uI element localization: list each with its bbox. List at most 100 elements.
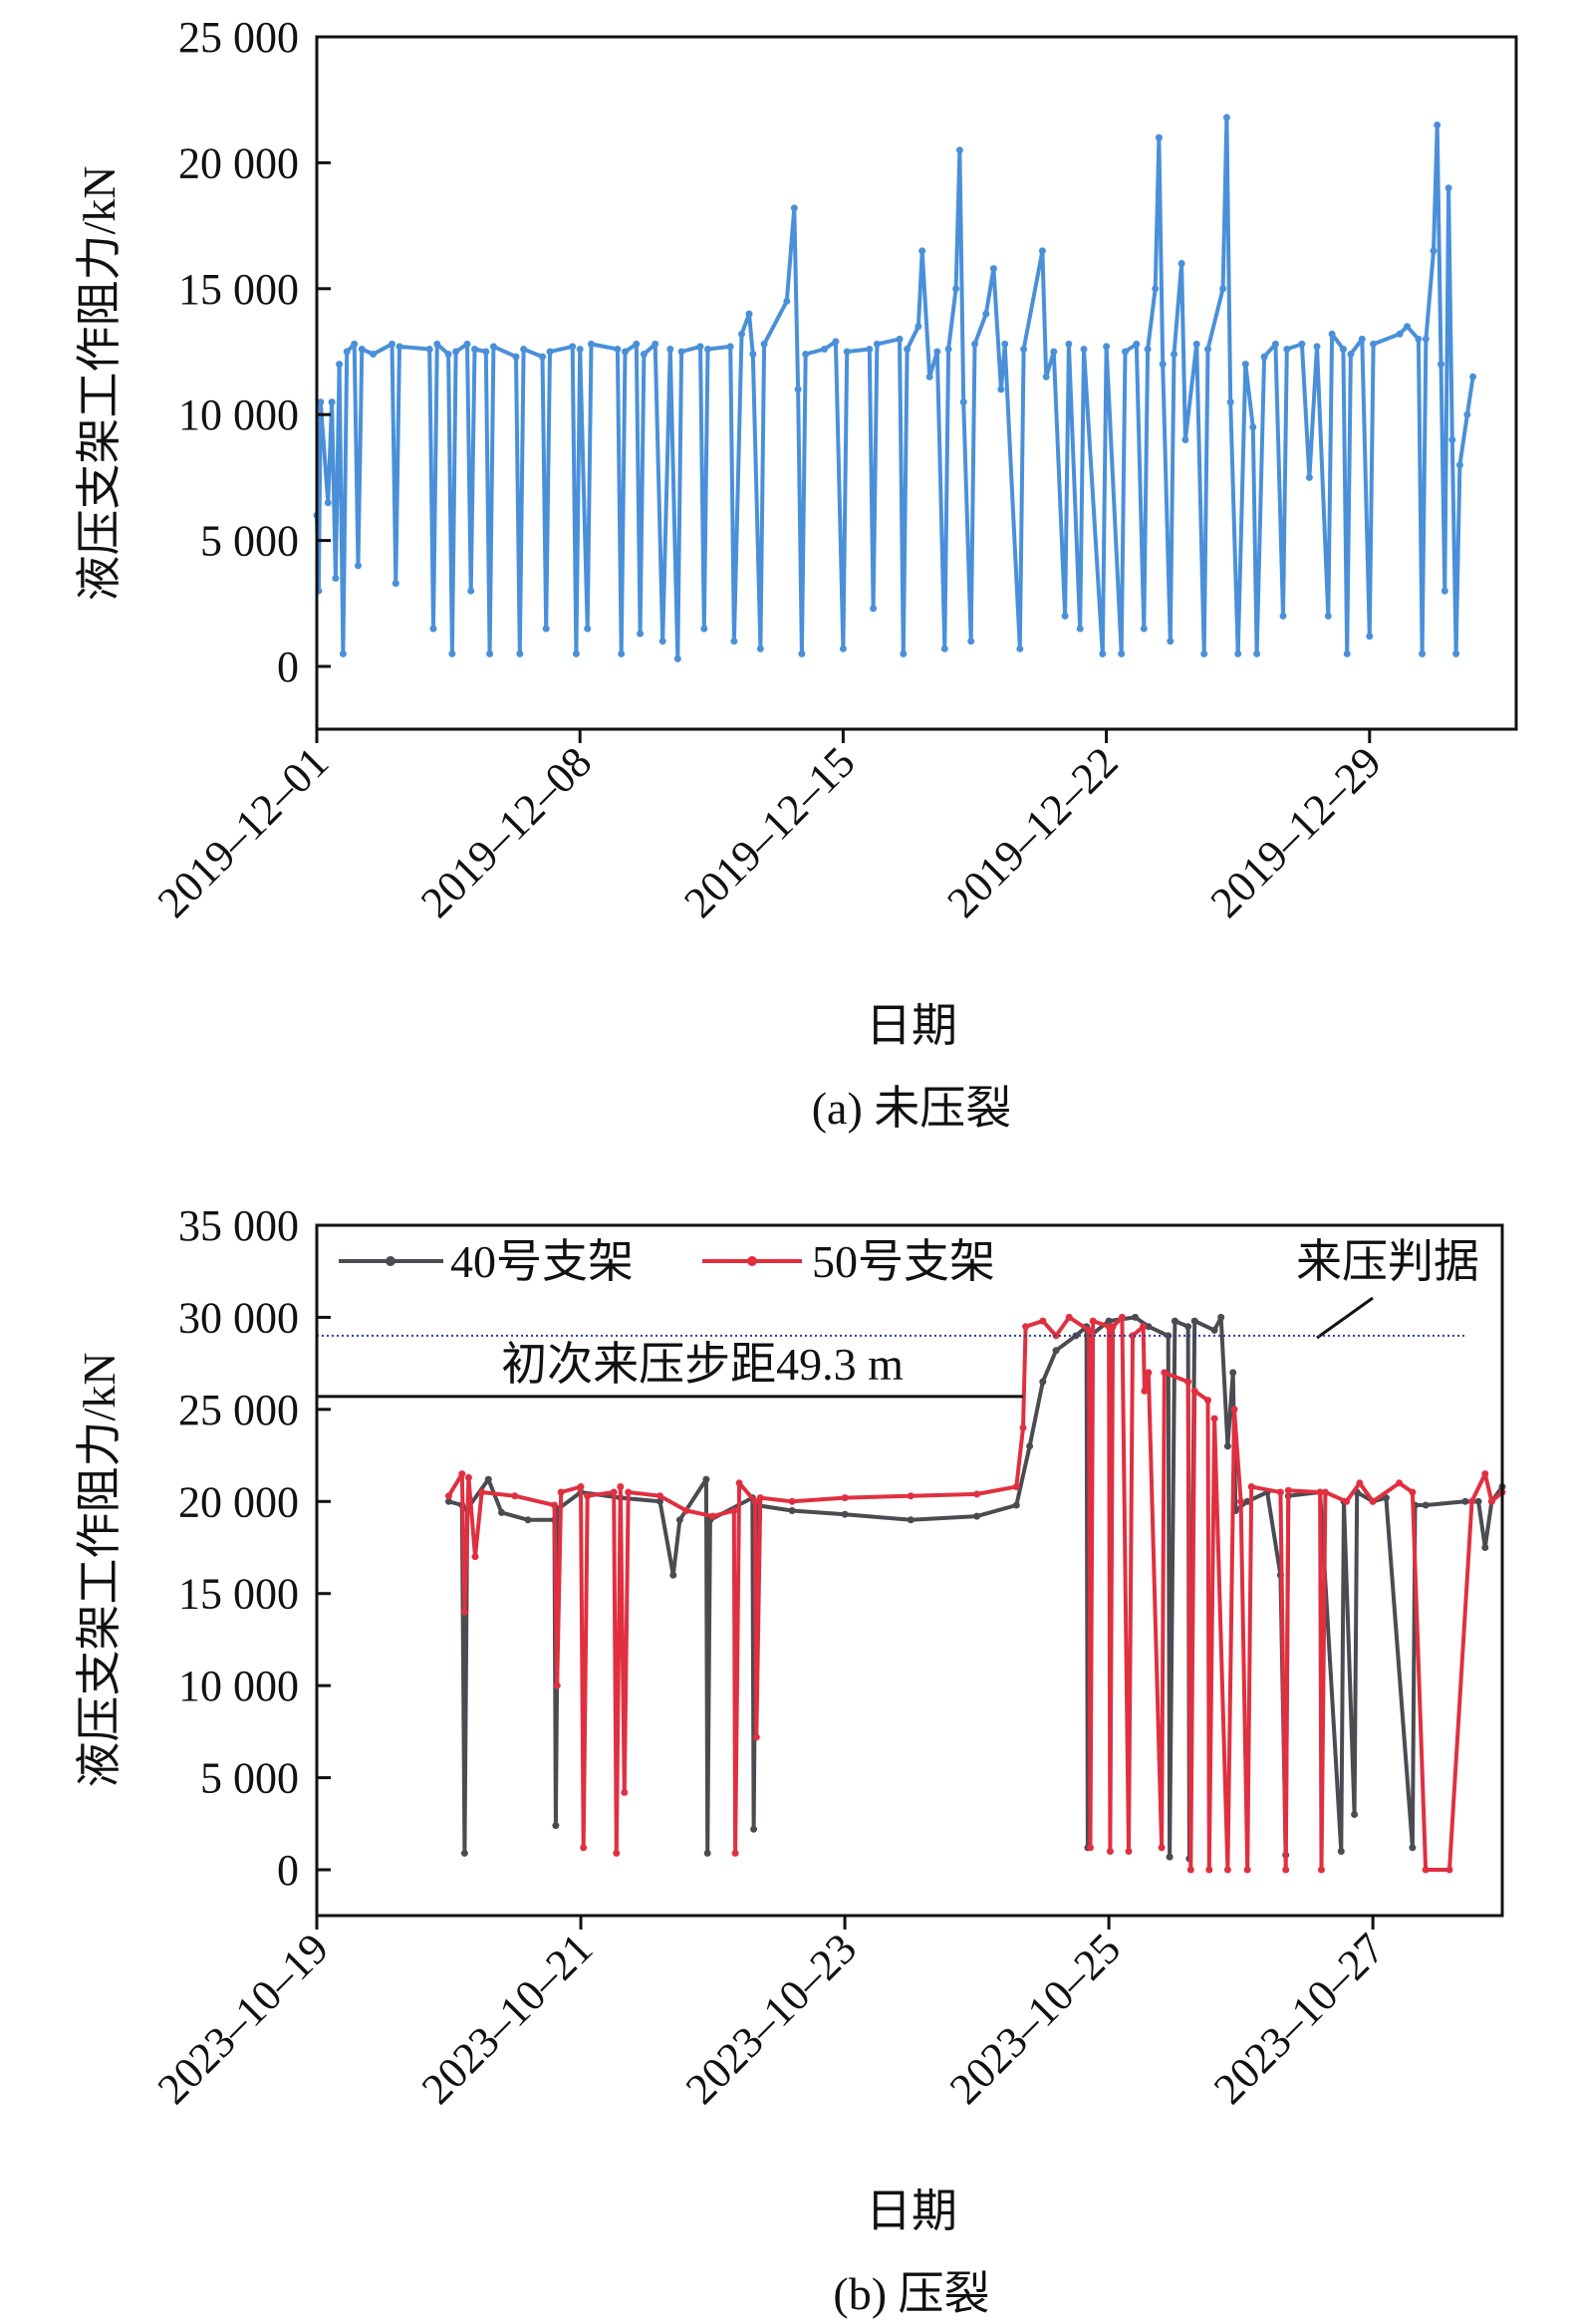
data-point (1166, 1853, 1174, 1861)
data-point (673, 654, 681, 662)
data-point (1396, 1479, 1404, 1487)
data-point (1061, 612, 1069, 620)
data-point (1099, 649, 1107, 657)
data-point (703, 1849, 711, 1857)
y-tick-label: 5 000 (200, 1754, 299, 1803)
chart-b-fractured: 液压支架工作阻力/kN 日期 (b) 压裂 40号支架 50号支架 来压判据 初… (74, 1201, 1506, 2319)
data-point (700, 625, 708, 633)
data-point (658, 638, 666, 646)
data-point (788, 1507, 796, 1514)
data-point (1430, 247, 1438, 255)
data-point (1324, 612, 1332, 620)
data-point (1192, 340, 1200, 348)
data-point (324, 499, 332, 507)
data-point (802, 351, 810, 358)
data-point (1105, 1317, 1113, 1325)
data-point (873, 340, 881, 348)
data-point (1452, 649, 1460, 657)
series-1 (313, 114, 1477, 662)
data-point (511, 1492, 519, 1500)
data-point (464, 1473, 472, 1481)
y-tick-label: 0 (277, 1846, 299, 1895)
data-point (1343, 1497, 1351, 1505)
data-point (1065, 340, 1073, 348)
data-point (444, 351, 452, 358)
reference-label-first-weighting: 初次来压步距49.3 m (501, 1339, 904, 1390)
data-point (839, 645, 847, 652)
data-point (1284, 1486, 1292, 1494)
data-point (656, 1497, 663, 1505)
data-point (1133, 340, 1141, 348)
data-point (982, 310, 990, 318)
legend-marker-40 (386, 1256, 395, 1266)
data-point (1022, 1323, 1030, 1331)
data-point (1321, 1488, 1329, 1496)
data-point (1445, 1866, 1453, 1874)
data-point (1249, 423, 1257, 431)
data-point (933, 348, 941, 356)
data-point (1219, 285, 1227, 293)
data-point (1052, 1332, 1060, 1340)
data-point (1190, 1317, 1198, 1325)
data-point (351, 340, 359, 348)
data-point (752, 1733, 760, 1741)
chart-b-caption: (b) 压裂 (833, 2268, 989, 2319)
data-point (1237, 1497, 1245, 1505)
x-tick-label: 2023–10–25 (940, 1924, 1130, 2113)
data-point (918, 247, 926, 255)
data-point (656, 1492, 663, 1500)
data-point (433, 340, 441, 348)
data-point (1226, 398, 1234, 406)
data-point (666, 346, 674, 353)
data-point (1165, 1332, 1173, 1340)
data-point (760, 340, 768, 348)
data-point (955, 146, 963, 154)
data-point (870, 605, 878, 613)
data-point (1282, 1866, 1290, 1874)
data-point (925, 373, 933, 381)
data-point (1012, 1501, 1020, 1509)
data-point (1204, 346, 1211, 353)
data-point (1234, 649, 1242, 657)
data-point (1181, 436, 1189, 443)
legend-marker-50 (747, 1256, 757, 1266)
data-point (1305, 473, 1313, 481)
data-point (448, 649, 456, 657)
data-point (1366, 633, 1374, 641)
data-point (1241, 361, 1249, 369)
chart-a-ylabel: 液压支架工作阻力/kN (74, 166, 125, 602)
data-point (1415, 335, 1423, 343)
data-point (1158, 1844, 1166, 1852)
data-point (332, 575, 340, 582)
data-point (625, 1488, 633, 1496)
data-point (1145, 1323, 1153, 1331)
data-point (1087, 1844, 1094, 1852)
data-point (745, 310, 753, 318)
data-point (317, 398, 325, 406)
data-point (1076, 625, 1084, 633)
data-point (1230, 1406, 1238, 1414)
data-point (1356, 1479, 1364, 1487)
data-point (463, 340, 471, 348)
data-point (328, 398, 336, 406)
x-tick-label: 2023–10–27 (1204, 1924, 1394, 2113)
data-point (1271, 340, 1279, 348)
data-point (1474, 1497, 1482, 1505)
data-point (1328, 330, 1336, 338)
data-point (1419, 649, 1427, 657)
data-point (621, 1788, 629, 1796)
data-point (1155, 133, 1163, 141)
y-tick-label: 25 000 (178, 1386, 299, 1434)
data-point (1343, 649, 1351, 657)
data-point (1016, 645, 1024, 652)
data-point (516, 649, 524, 657)
data-point (794, 386, 802, 393)
data-point (1118, 1313, 1126, 1321)
data-point (866, 346, 874, 353)
data-point (1463, 410, 1471, 418)
data-point (445, 1497, 452, 1505)
y-tick-label: 20 000 (178, 138, 299, 187)
data-point (1141, 1387, 1149, 1395)
reference-label-criterion: 来压判据 (1296, 1236, 1479, 1287)
